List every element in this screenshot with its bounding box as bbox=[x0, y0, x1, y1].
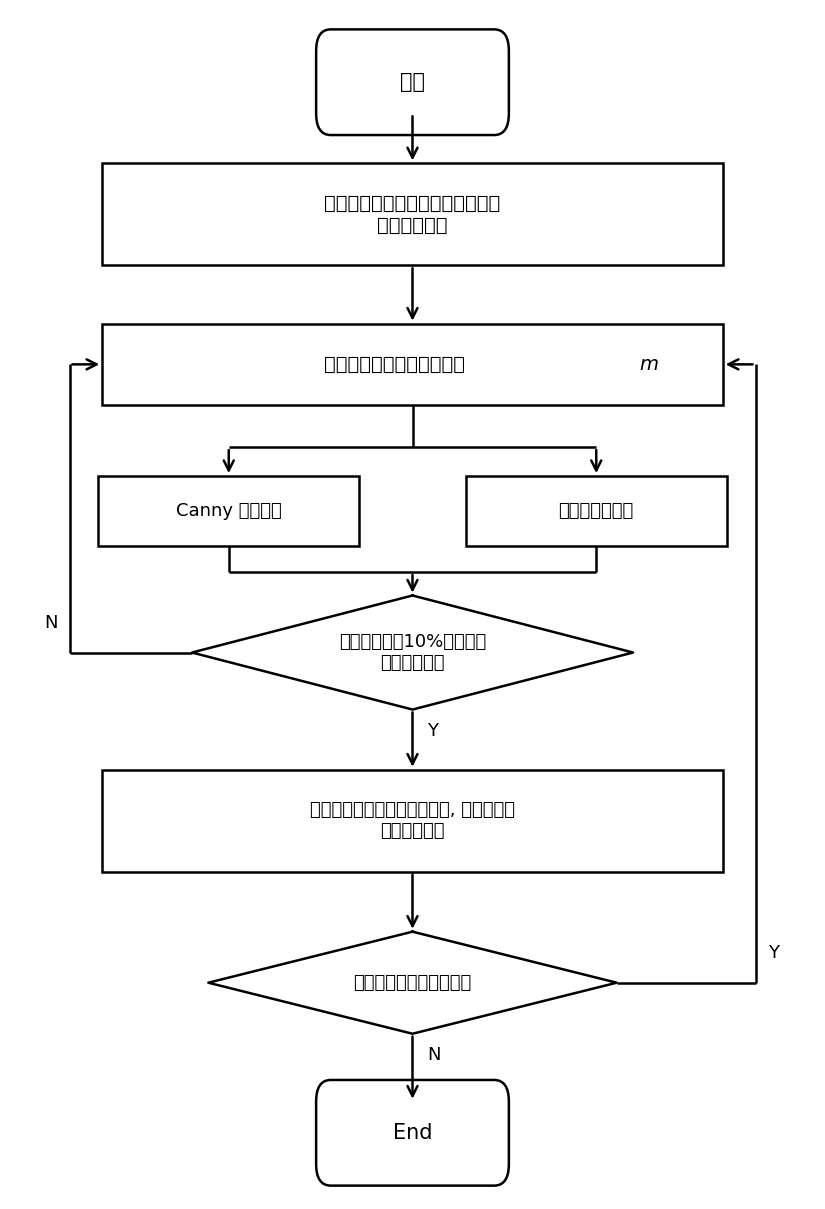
Text: 区域大小尺是否发生变化: 区域大小尺是否发生变化 bbox=[353, 973, 472, 991]
Text: 获取邻域平均值: 获取邻域平均值 bbox=[559, 502, 634, 520]
Text: m: m bbox=[639, 355, 658, 374]
Polygon shape bbox=[192, 596, 633, 710]
Text: Y: Y bbox=[427, 722, 438, 740]
Bar bbox=[465, 476, 727, 545]
FancyBboxPatch shape bbox=[316, 1080, 509, 1186]
Text: 根据脉冲序列区域中区域均值自高
向低标记区域: 根据脉冲序列区域中区域均值自高 向低标记区域 bbox=[324, 193, 501, 235]
Text: 均值变化小于10%或者未检
测到边缘区域: 均值变化小于10%或者未检 测到边缘区域 bbox=[339, 634, 486, 672]
Bar bbox=[102, 770, 723, 872]
Text: N: N bbox=[427, 1046, 441, 1064]
Text: 开始: 开始 bbox=[400, 73, 425, 92]
Text: End: End bbox=[393, 1123, 432, 1143]
Polygon shape bbox=[209, 932, 616, 1034]
Text: 获取均值最高区域及其均值: 获取均值最高区域及其均值 bbox=[324, 355, 471, 374]
Bar bbox=[98, 476, 360, 545]
Bar bbox=[102, 324, 723, 405]
Text: 合并标记区域并重新计算均值, 该区域与另
一个区域合并: 合并标记区域并重新计算均值, 该区域与另 一个区域合并 bbox=[310, 802, 515, 840]
FancyBboxPatch shape bbox=[316, 29, 509, 135]
Text: Y: Y bbox=[768, 944, 779, 961]
Bar bbox=[102, 163, 723, 265]
Text: N: N bbox=[44, 613, 57, 631]
Text: Canny 边缘检测: Canny 边缘检测 bbox=[176, 502, 281, 520]
